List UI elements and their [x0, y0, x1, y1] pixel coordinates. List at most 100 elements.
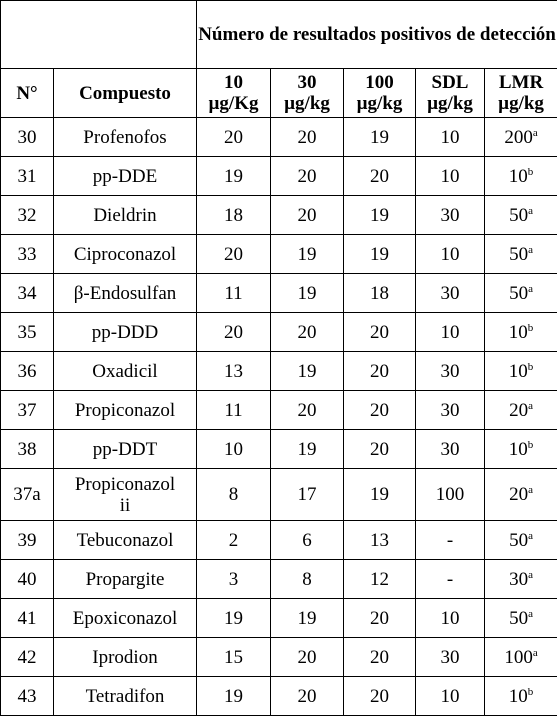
cell-compound: Epoxiconazol [53, 598, 197, 638]
lmr-note: a [528, 568, 533, 581]
cell-30: 20 [270, 676, 344, 716]
header-row-columns: N° Compuesto 10 µg/Kg 30 µg/kg 100 µg/kg… [0, 68, 557, 118]
lmr-note: a [528, 243, 533, 256]
cell-10: 19 [196, 676, 271, 716]
cell-num: 38 [0, 429, 54, 469]
cell-100: 20 [343, 637, 416, 677]
cell-10: 20 [196, 234, 271, 274]
cell-lmr: 50a [483, 195, 557, 235]
cell-30: 20 [270, 117, 344, 157]
cell-100: 20 [343, 312, 416, 352]
cell-sdl: 30 [415, 390, 485, 430]
cell-lmr: 10b [483, 676, 557, 716]
cell-lmr: 50a [483, 520, 557, 560]
cell-sdl: 10 [415, 234, 485, 274]
cell-compound: Propiconazol [53, 390, 197, 430]
table-row: 40 Propargite 3 8 12 - 30a [0, 559, 557, 599]
cell-30: 19 [270, 273, 344, 313]
lmr-value: 10 [508, 165, 528, 187]
compound-name: Propiconazol [74, 399, 176, 421]
cell-100: 20 [343, 390, 416, 430]
cell-30: 20 [270, 156, 344, 196]
col-header-100-unit: µg/kg [356, 93, 403, 114]
col-header-num: N° [0, 68, 54, 118]
cell-lmr: 10b [483, 429, 557, 469]
lmr-value: 50 [509, 243, 529, 265]
lmr-value: 50 [509, 204, 529, 226]
table-row: 41 Epoxiconazol 19 19 20 10 50a [0, 598, 557, 638]
cell-sdl: 100 [415, 468, 485, 521]
cell-30: 6 [270, 520, 344, 560]
cell-sdl: - [415, 520, 485, 560]
cell-lmr: 200a [483, 117, 557, 157]
cell-10: 19 [196, 156, 271, 196]
cell-compound: Dieldrin [53, 195, 197, 235]
lmr-note: a [528, 399, 533, 412]
cell-100: 13 [343, 520, 416, 560]
cell-100: 20 [343, 156, 416, 196]
cell-compound: pp-DDE [53, 156, 197, 196]
lmr-note: b [527, 685, 534, 698]
table-body: 30 Profenofos 20 20 19 10 200a 31 pp-DDE… [0, 117, 557, 716]
cell-num: 30 [0, 117, 54, 157]
col-header-10-top: 10 [224, 72, 243, 93]
cell-num: 37 [0, 390, 54, 430]
cell-30: 8 [270, 559, 344, 599]
cell-sdl: 10 [415, 117, 485, 157]
col-header-30: 30 µg/kg [270, 68, 344, 118]
table-row: 42 Iprodion 15 20 20 30 100a [0, 637, 557, 677]
cell-num: 34 [0, 273, 54, 313]
col-header-100-top: 100 [365, 72, 394, 93]
cell-num: 35 [0, 312, 54, 352]
table-row: 39 Tebuconazol 2 6 13 - 50a [0, 520, 557, 560]
cell-100: 19 [343, 117, 416, 157]
lmr-value: 30 [509, 568, 529, 590]
cell-100: 20 [343, 676, 416, 716]
compound-name: Profenofos [83, 126, 167, 148]
compound-name: Ciproconazol [73, 243, 177, 265]
cell-30: 19 [270, 429, 344, 469]
lmr-value: 20 [509, 484, 529, 505]
cell-compound: Tebuconazol [53, 520, 197, 560]
cell-10: 10 [196, 429, 271, 469]
col-header-lmr-top: LMR [498, 72, 544, 93]
col-header-30-top: 30 [297, 72, 317, 93]
cell-lmr: 10b [483, 312, 557, 352]
cell-num: 31 [0, 156, 54, 196]
cell-30: 20 [270, 637, 344, 677]
col-header-lmr-unit: µg/kg [498, 93, 544, 114]
cell-lmr: 100a [483, 637, 557, 677]
lmr-note: a [528, 282, 533, 295]
cell-30: 19 [270, 598, 344, 638]
compound-name: Tebuconazol [76, 529, 174, 551]
cell-100: 19 [343, 195, 416, 235]
compound-name: Dieldrin [93, 204, 157, 226]
cell-10: 11 [196, 273, 271, 313]
cell-10: 3 [196, 559, 271, 599]
cell-compound: Propargite [53, 559, 197, 599]
cell-num: 39 [0, 520, 54, 560]
cell-10: 8 [196, 468, 271, 521]
compound-name: Oxadicil [92, 360, 158, 382]
col-header-lmr: LMR µg/kg [483, 68, 557, 118]
compound-name-line2: ii [119, 494, 131, 516]
lmr-value: 10 [508, 321, 528, 343]
col-header-10: 10 µg/Kg [196, 68, 271, 118]
table-row: 32 Dieldrin 18 20 19 30 50a [0, 195, 557, 235]
cell-num: 37a [0, 468, 54, 521]
header-row-group: Número de resultados positivos de detecc… [0, 0, 557, 69]
cell-sdl: - [415, 559, 485, 599]
cell-num: 33 [0, 234, 54, 274]
cell-sdl: 30 [415, 351, 485, 391]
col-header-10-unit: µg/Kg [208, 93, 259, 114]
cell-sdl: 30 [415, 637, 485, 677]
lmr-value: 10 [508, 438, 528, 460]
lmr-note: a [532, 126, 538, 139]
cell-compound: β-Endosulfan [53, 273, 197, 313]
table-row: 38 pp-DDT 10 19 20 30 10b [0, 429, 557, 469]
cell-100: 18 [343, 273, 416, 313]
compound-name: pp-DDD [91, 321, 159, 343]
table-row: 37a Propiconazol ii 8 17 19 100 20a [0, 468, 557, 521]
cell-lmr: 50a [483, 273, 557, 313]
cell-100: 19 [343, 468, 416, 521]
